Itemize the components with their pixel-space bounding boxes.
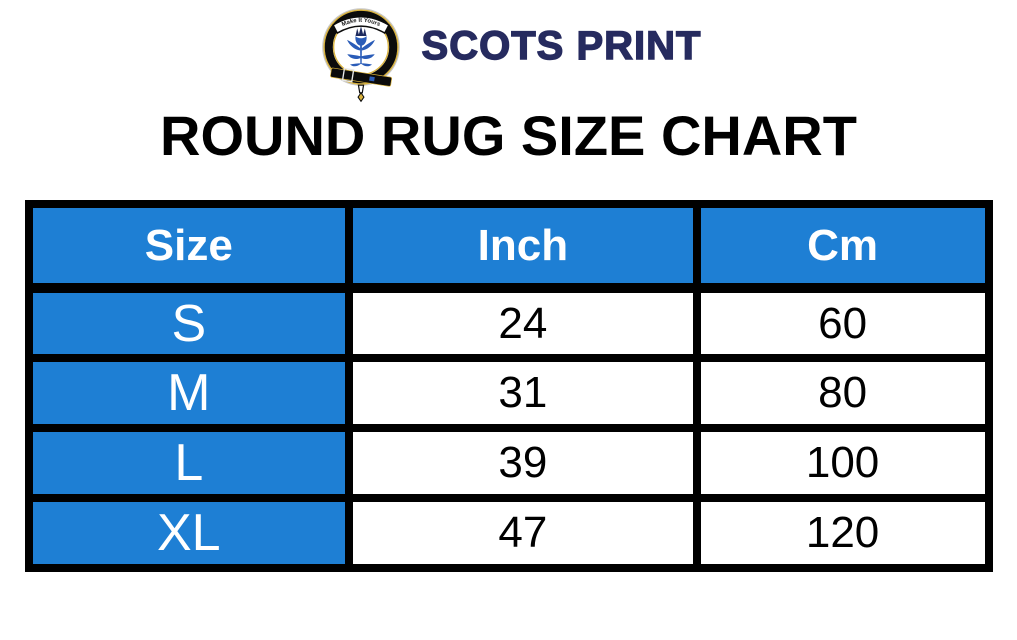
inch-value-cell: 47 — [345, 494, 701, 572]
header-cell-cm: Cm — [692, 200, 993, 293]
size-chart-table: Size Inch Cm S 24 60 M 31 80 L 39 100 — [24, 200, 993, 572]
header-cell-size: Size — [24, 200, 354, 293]
table-row: S 24 60 — [24, 284, 993, 362]
table-row: M 31 80 — [24, 354, 993, 432]
crest-motto-text: Make It Yours — [341, 17, 382, 28]
cm-value-cell: 80 — [692, 354, 993, 432]
cm-value-cell: 60 — [692, 284, 993, 362]
header-cell-inch: Inch — [345, 200, 701, 293]
cm-value-cell: 100 — [692, 424, 993, 502]
size-chart-container: Size Inch Cm S 24 60 M 31 80 L 39 100 — [0, 200, 1017, 572]
inch-value-cell: 24 — [345, 284, 701, 362]
cm-value-cell: 120 — [692, 494, 993, 572]
brand-header: Make It Yours SCOTS PRINT — [0, 0, 1017, 102]
header-row: Size Inch Cm — [24, 200, 993, 293]
size-label-cell: L — [24, 424, 354, 502]
page-title: ROUND RUG SIZE CHART — [160, 104, 857, 167]
size-label-cell: M — [24, 354, 354, 432]
scots-print-crest-icon: Make It Yours — [321, 7, 400, 102]
table-row: XL 47 120 — [24, 494, 993, 572]
size-label-cell: XL — [24, 494, 354, 572]
brand-name: SCOTS PRINT — [421, 23, 702, 68]
inch-value-cell: 31 — [345, 354, 701, 432]
size-label-cell: S — [24, 284, 354, 362]
svg-text:Make It Yours: Make It Yours — [341, 17, 382, 28]
inch-value-cell: 39 — [345, 424, 701, 502]
table-row: L 39 100 — [24, 424, 993, 502]
